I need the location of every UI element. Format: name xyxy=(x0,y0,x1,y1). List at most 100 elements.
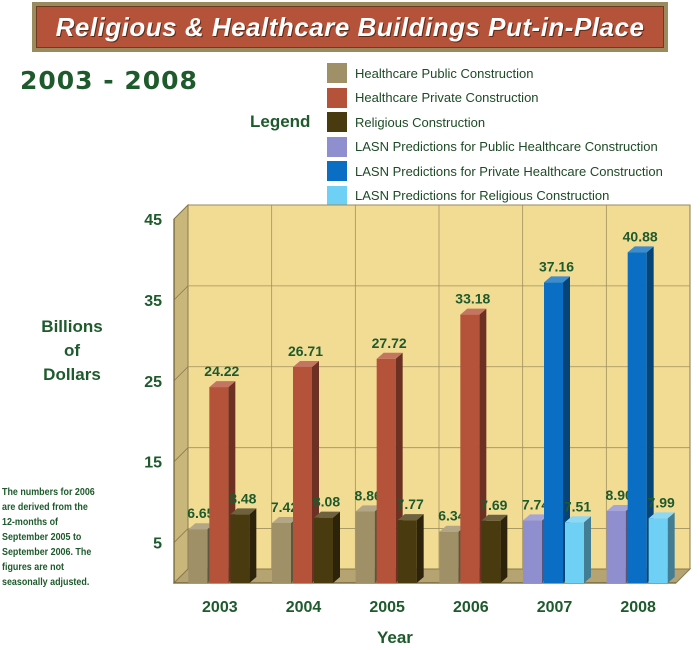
bar-top xyxy=(355,505,382,512)
bar-side xyxy=(667,512,675,583)
bar xyxy=(544,282,563,583)
bar-top xyxy=(272,516,298,523)
side-wall-tick xyxy=(173,285,189,301)
bar xyxy=(481,520,501,583)
x-tick-label: 2005 xyxy=(369,599,405,616)
data-label: 7.77 xyxy=(397,496,424,512)
bar xyxy=(355,511,375,583)
legend-swatch xyxy=(327,112,347,133)
bar-side xyxy=(563,276,570,583)
data-label: 40.88 xyxy=(623,228,658,244)
bar xyxy=(376,358,396,583)
bar-top xyxy=(523,514,549,521)
y-tick-label: 35 xyxy=(144,293,162,310)
data-label: 7.99 xyxy=(648,494,675,510)
data-label: 7.51 xyxy=(564,498,591,514)
side-wall-tick xyxy=(173,447,189,462)
bar-side xyxy=(479,308,487,583)
legend-item-healthcare-private: Healthcare Private Construction xyxy=(327,86,663,111)
bar-top xyxy=(606,505,633,512)
bar xyxy=(230,514,250,583)
legend-item-healthcare-public: Healthcare Public Construction xyxy=(327,61,663,86)
legend-label: LASN Predictions for Private Healthcare … xyxy=(355,163,663,179)
data-label: 7.42 xyxy=(271,499,298,515)
data-label: 6.34 xyxy=(438,508,465,524)
data-label: 8.48 xyxy=(229,490,256,506)
bar xyxy=(188,529,208,583)
data-label: 8.86 xyxy=(355,487,382,503)
bar-top xyxy=(481,514,508,521)
period-label: 2003 - 2008 xyxy=(20,66,198,95)
bar xyxy=(565,522,584,583)
bar xyxy=(523,520,542,583)
bar-top xyxy=(209,381,236,388)
data-label: 37.16 xyxy=(539,258,574,274)
bar xyxy=(209,387,229,583)
x-axis-title: Year xyxy=(377,628,413,647)
plot-side-wall xyxy=(173,203,189,585)
bar xyxy=(460,314,480,583)
data-label: 33.18 xyxy=(455,291,490,307)
footnote: The numbers for 2006 are derived from th… xyxy=(2,486,95,588)
legend-label: LASN Predictions for Public Healthcare C… xyxy=(355,139,658,155)
legend-label: Healthcare Public Construction xyxy=(355,65,534,81)
bar-top xyxy=(314,511,340,518)
title-banner: Religious & Healthcare Buildings Put-in-… xyxy=(32,2,668,52)
legend-item-religious: Religious Construction xyxy=(327,110,663,135)
y-tick-label: 25 xyxy=(144,374,162,391)
bar-top xyxy=(188,523,215,530)
legend-swatch xyxy=(327,185,347,206)
bar-side xyxy=(646,246,654,583)
legend-item-lasn-religious: LASN Predictions for Religious Construct… xyxy=(327,184,663,209)
bar-top xyxy=(565,516,591,523)
bar xyxy=(397,520,417,583)
data-label: 7.74 xyxy=(522,496,549,512)
side-wall-tick xyxy=(173,528,189,543)
bar-top xyxy=(397,514,424,521)
data-label: 26.71 xyxy=(288,343,323,359)
data-label: 24.22 xyxy=(204,363,239,379)
legend-item-lasn-public: LASN Predictions for Public Healthcare C… xyxy=(327,135,663,160)
title-panel: Religious & Healthcare Buildings Put-in-… xyxy=(36,6,664,48)
x-tick-label: 2006 xyxy=(453,599,489,616)
bar-side xyxy=(333,511,340,583)
bar-side xyxy=(249,508,257,583)
bar-top xyxy=(627,246,654,253)
side-wall-tick xyxy=(173,366,189,382)
y-axis-title-line: Dollars xyxy=(43,365,101,384)
bar xyxy=(272,522,291,583)
bar xyxy=(627,252,647,583)
y-tick-label: 15 xyxy=(144,455,162,472)
bar-top xyxy=(460,308,487,315)
chart-title: Religious & Healthcare Buildings Put-in-… xyxy=(55,11,645,42)
legend-swatch xyxy=(327,161,347,182)
legend-swatch xyxy=(327,87,347,108)
bar-side xyxy=(584,516,591,583)
legend-item-lasn-private: LASN Predictions for Private Healthcare … xyxy=(327,159,663,184)
x-tick-label: 2007 xyxy=(537,599,573,616)
bar-side xyxy=(500,514,508,583)
bar xyxy=(648,518,668,583)
x-tick-label: 2008 xyxy=(620,599,656,616)
data-label: 6.65 xyxy=(187,505,214,521)
y-tick-label: 5 xyxy=(153,536,162,553)
bar xyxy=(439,531,459,583)
legend-swatch xyxy=(327,136,347,157)
y-axis-title: Billions of Dollars xyxy=(38,315,106,387)
legend-label: LASN Predictions for Religious Construct… xyxy=(355,188,610,204)
data-label: 27.72 xyxy=(372,335,407,351)
y-axis-title-line: Billions xyxy=(41,317,103,336)
bar-top xyxy=(230,508,257,515)
y-tick-label: 45 xyxy=(144,212,162,229)
legend: Healthcare Public Construction Healthcar… xyxy=(327,61,663,208)
legend-label: Healthcare Private Construction xyxy=(355,90,539,106)
bar xyxy=(314,517,333,583)
data-label: 7.69 xyxy=(480,497,507,513)
bar-top xyxy=(376,352,403,359)
bar-top xyxy=(648,512,675,519)
legend-label: Religious Construction xyxy=(355,114,486,130)
side-wall-tick xyxy=(173,204,189,220)
bar-top xyxy=(544,276,570,283)
legend-swatch xyxy=(327,63,347,84)
